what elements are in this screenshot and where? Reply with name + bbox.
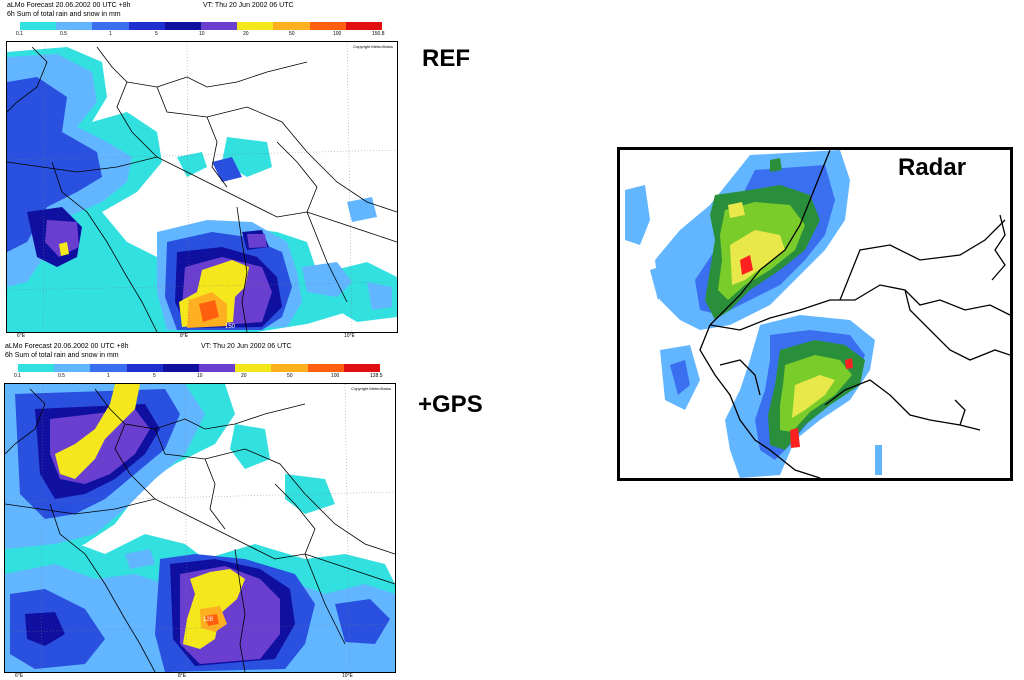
ref-lon-label: 8°E <box>180 333 189 339</box>
legend-swatch-4 <box>126 364 163 372</box>
gps-header-line2: 6h Sum of total rain and snow in mm <box>5 352 119 359</box>
legend-swatch-5 <box>162 364 200 372</box>
gps-lon-label: 10°E <box>342 673 353 679</box>
legend-swatch-10 <box>345 22 383 30</box>
ref-copyright: Copyright MeteoSwiss <box>353 44 393 49</box>
gps-tick: 100 <box>331 373 340 379</box>
ref-tick: 150.8 <box>372 31 385 37</box>
gps-tick: 10 <box>197 373 203 379</box>
legend-swatch-7 <box>237 22 274 30</box>
ref-tick: 100 <box>333 31 342 37</box>
legend-swatch-2 <box>54 364 91 372</box>
legend-swatch-6 <box>199 364 236 372</box>
ref-tick: 0.1 <box>16 31 23 37</box>
legend-swatch-4 <box>128 22 165 30</box>
gps-tick: 20 <box>241 373 247 379</box>
gps-color-legend <box>18 364 381 372</box>
gps-max-value: 128 <box>203 617 214 623</box>
gps-tick: 5 <box>153 373 156 379</box>
ref-header-line2: 6h Sum of total rain and snow in mm <box>7 11 121 18</box>
ref-valid-time: VT: Thu 20 Jun 2002 06 UTC <box>203 2 294 9</box>
ref-tick: 50 <box>289 31 295 37</box>
gps-tick: 0.5 <box>58 373 65 379</box>
gps-map-graphic <box>5 384 395 672</box>
legend-swatch-8 <box>271 364 308 372</box>
legend-swatch-9 <box>309 22 346 30</box>
legend-swatch-9 <box>307 364 344 372</box>
legend-swatch-7 <box>235 364 272 372</box>
ref-tick: 5 <box>155 31 158 37</box>
gps-lon-label: 6°E <box>15 673 24 679</box>
legend-swatch-10 <box>343 364 381 372</box>
legend-swatch-8 <box>273 22 310 30</box>
ref-color-legend <box>20 22 383 30</box>
gps-legend-ticks: 0.1 0.5 1 5 10 20 50 100 128.5 <box>0 373 400 380</box>
legend-swatch-5 <box>164 22 202 30</box>
gps-label: +GPS <box>418 391 483 418</box>
legend-swatch-1 <box>18 364 55 372</box>
ref-tick: 1 <box>109 31 112 37</box>
legend-swatch-2 <box>56 22 93 30</box>
gps-lon-label: 8°E <box>178 673 187 679</box>
ref-label: REF <box>422 45 470 72</box>
ref-map-graphic <box>7 42 397 332</box>
ref-lon-label: 10°E <box>344 333 355 339</box>
gps-tick: 1 <box>107 373 110 379</box>
ref-legend-ticks: 0.1 0.5 1 5 10 20 50 100 150.8 <box>0 31 400 38</box>
gps-precip-map: Copyright MeteoSwiss 128 <box>4 383 396 673</box>
radar-map-graphic <box>625 150 1010 478</box>
ref-header-line1: aLMo Forecast 20.06.2002 00 UTC +8h <box>7 2 131 9</box>
radar-panel: Radar <box>617 147 1013 481</box>
legend-swatch-6 <box>201 22 238 30</box>
ref-lon-label: 6°E <box>17 333 26 339</box>
ref-tick: 10 <box>199 31 205 37</box>
legend-swatch-1 <box>20 22 57 30</box>
radar-label: Radar <box>898 154 967 181</box>
gps-tick: 128.5 <box>370 373 383 379</box>
gps-valid-time: VT: Thu 20 Jun 2002 06 UTC <box>201 343 292 350</box>
gps-header-line1: aLMo Forecast 20.06.2002 00 UTC +8h <box>5 343 129 350</box>
ref-tick: 20 <box>243 31 249 37</box>
ref-precip-map: Copyright MeteoSwiss 150 <box>6 41 398 333</box>
gps-copyright: Copyright MeteoSwiss <box>351 386 391 391</box>
legend-swatch-3 <box>90 364 127 372</box>
legend-swatch-3 <box>92 22 129 30</box>
ref-max-value: 150 <box>225 324 236 330</box>
gps-tick: 50 <box>287 373 293 379</box>
ref-tick: 0.5 <box>60 31 67 37</box>
gps-tick: 0.1 <box>14 373 21 379</box>
